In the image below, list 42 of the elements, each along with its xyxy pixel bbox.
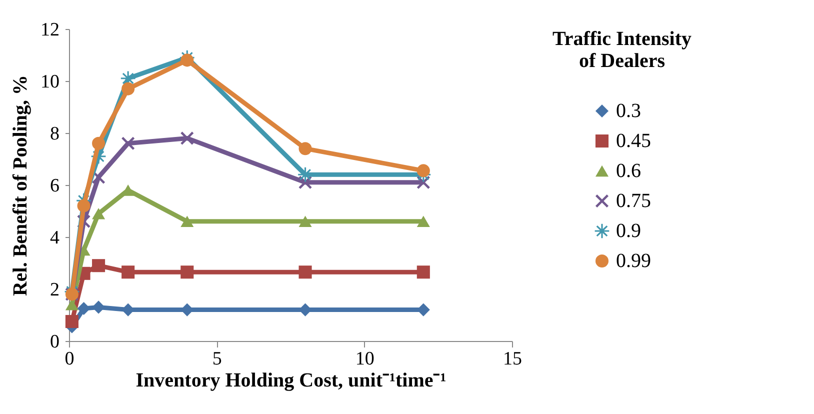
y-tick-label: 0 bbox=[50, 332, 60, 352]
point bbox=[180, 216, 194, 228]
point bbox=[122, 82, 135, 96]
point bbox=[92, 208, 106, 220]
point bbox=[65, 314, 78, 328]
x-tick-label: 0 bbox=[64, 348, 74, 370]
y-tick-label: 10 bbox=[40, 72, 60, 92]
point bbox=[180, 54, 194, 67]
y-tick-label: 6 bbox=[50, 176, 60, 196]
x-tick-label: 10 bbox=[355, 348, 374, 370]
x-tick-label: 15 bbox=[503, 348, 522, 370]
point bbox=[416, 266, 430, 279]
legend-label: 0.45 bbox=[616, 130, 651, 152]
point bbox=[77, 199, 90, 212]
legend-title: Traffic Intensity of Dealers bbox=[552, 28, 692, 72]
y-tick-label: 2 bbox=[50, 280, 60, 300]
point bbox=[298, 266, 312, 279]
legend-label: 0.99 bbox=[616, 250, 651, 272]
point bbox=[77, 302, 90, 316]
y-tick-label: 12 bbox=[40, 20, 60, 40]
y-axis-title: Rel. Benefit of Pooling, % bbox=[10, 74, 32, 296]
legend-label: 0.3 bbox=[616, 100, 641, 122]
point bbox=[92, 259, 106, 272]
point bbox=[298, 142, 312, 156]
point bbox=[180, 266, 194, 279]
legend-label: 0.9 bbox=[616, 220, 641, 242]
x-tick-label: 5 bbox=[212, 348, 222, 370]
y-tick-label: 8 bbox=[50, 124, 60, 144]
y-tick-label: 4 bbox=[50, 228, 60, 248]
point bbox=[122, 136, 135, 150]
x-axis-title: Inventory Holding Cost, unit⁻¹time⁻¹ bbox=[136, 370, 446, 392]
point bbox=[92, 300, 106, 314]
point bbox=[298, 167, 312, 182]
point bbox=[180, 132, 194, 145]
point bbox=[416, 164, 430, 178]
point bbox=[416, 216, 430, 228]
legend-label: 0.6 bbox=[616, 160, 641, 182]
point bbox=[122, 266, 135, 279]
point bbox=[92, 136, 106, 150]
point bbox=[298, 216, 312, 228]
point bbox=[120, 71, 136, 86]
legend-label: 0.75 bbox=[616, 190, 651, 212]
